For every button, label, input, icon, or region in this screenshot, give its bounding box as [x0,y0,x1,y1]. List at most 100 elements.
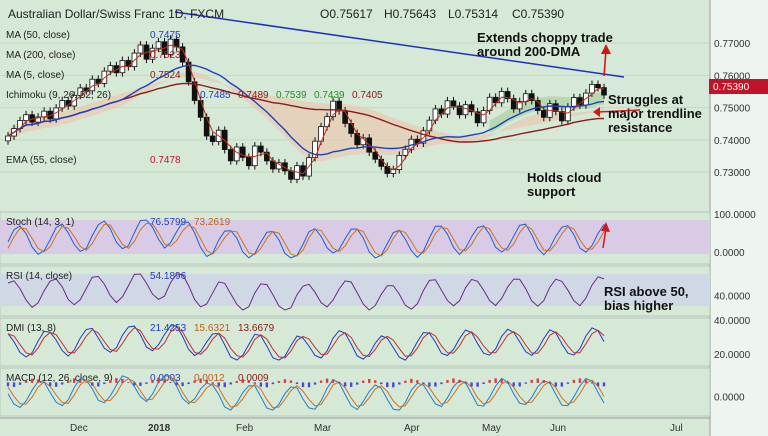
macd-hist-bar [24,380,28,383]
macd-hist-bar [337,382,341,384]
panel-value: 54.1896 [150,271,187,282]
macd-hist-bar [518,382,521,387]
macd-hist-bar [380,382,383,385]
candle-body [149,47,156,60]
macd-hist-bar [151,379,154,383]
candle-body [227,149,234,162]
panel-value: 0.0012 [194,373,225,384]
macd-hist-bar [361,380,365,383]
indicator-label: MA (5, close) [6,70,64,81]
candle-body [450,100,457,107]
indicator-panels: Stoch (14, 3, 1) 76.5799 73.2619 100.0000 0.… [0,210,756,417]
time-tick-label: Mar [314,423,332,434]
candle-body [258,145,264,153]
ichimoku-cloud [8,71,604,162]
panel-label: RSI (14, close) [6,271,72,282]
indicator-label: Ichimoku (9, 26, 52, 26) [6,90,111,101]
macd-hist-bar [392,382,395,388]
macd-hist-bar [506,382,509,384]
candle-body [336,100,342,112]
ma-5-line [7,44,605,175]
macd-hist-bar [205,379,208,383]
macd-hist-bar [163,379,166,383]
macd-hist-bar [464,382,467,384]
macd-hist-bar [54,382,58,387]
candle-body [589,83,595,94]
panel-tick: 40.0000 [714,292,751,303]
macd-hist-bar [223,382,226,388]
macd-hist-bar [512,382,515,387]
macd-hist-bar [181,382,184,387]
panel-bg [0,317,711,367]
annotation-rsi-b: bias higher [604,298,673,313]
candle-body [601,87,607,96]
macd-hist-bar [199,378,202,383]
macd-hist-bar [91,382,94,386]
ohlc-readout: O0.75617 H0.75643 L0.75314 C0.75390 [320,7,564,21]
annotation-3b: support [527,184,576,199]
candle-body [553,103,559,112]
macd-hist-bar [247,380,251,383]
left-arrow [597,109,641,113]
candle-body [595,83,601,89]
last-price-value: 0.75390 [713,82,750,93]
candle-body [559,111,565,122]
macd-hist-bar [428,382,431,387]
time-tick-label: Feb [236,423,254,434]
macd-hist-bar [440,382,443,385]
ohlc-item: L0.75314 [448,7,498,21]
macd-hist-bar [67,380,70,383]
oscillator-line [7,222,605,257]
ohlc-item: C0.75390 [512,7,564,21]
candle-body [372,151,379,160]
candle-body [474,111,481,124]
price-tick-label: 0.74000 [714,136,751,147]
annotation-rsi-a: RSI above 50, [604,284,689,299]
candle-body [504,91,511,99]
macd-hist-bar [494,378,497,383]
panel-label: Stoch (14, 3, 1) [6,217,74,228]
indicator-label: MA (200, close) [6,50,75,61]
candle-body [540,110,547,118]
candle-body [107,65,114,72]
macd-hist-bar [193,380,196,383]
macd-hist-bar [6,382,10,387]
macd-hist-bar [307,382,311,388]
macd-hist-bar [145,382,148,384]
annotation-1a: Extends choppy trade [477,30,613,45]
macd-hist-bar [554,382,558,387]
macd-hist-bar [79,379,82,383]
macd-hist-bar [97,382,100,387]
candle-body [324,116,330,128]
indicator-value: 0.7523 [150,50,181,61]
macd-hist-bar [331,379,335,383]
candle-body [23,114,29,121]
indicator-value: 0.7405 [352,90,383,101]
candle-body [77,87,84,96]
candle-body [203,116,210,137]
macd-hist-bar [500,379,503,383]
ohlc-item: O0.75617 [320,7,373,21]
macd-hist-bar [42,382,46,383]
macd-hist-bar [410,378,413,383]
candle-body [300,165,306,177]
panel-tick: 100.0000 [714,210,756,221]
macd-hist-bar [602,382,606,387]
price-axis-ticks: 0.77000 0.76000 0.75000 0.74000 0.73000 [714,39,751,179]
candle-body [239,146,246,158]
candle-body [330,100,336,118]
macd-hist-bar [73,378,76,383]
macd-hist-bar [211,382,214,384]
macd-hist-bar [458,379,461,383]
candle-body [246,156,252,167]
macd-hist-bar [48,382,52,387]
macd-hist-bar [343,382,347,387]
macd-hist-bar [295,382,299,385]
annotation-3a: Holds cloud [527,170,601,185]
candle-body [197,100,204,118]
macd-hist-bar [578,378,582,383]
price-axis-bg [710,0,768,436]
panel-value: 73.2619 [194,217,231,228]
annotation-2a: Struggles at [608,92,684,107]
